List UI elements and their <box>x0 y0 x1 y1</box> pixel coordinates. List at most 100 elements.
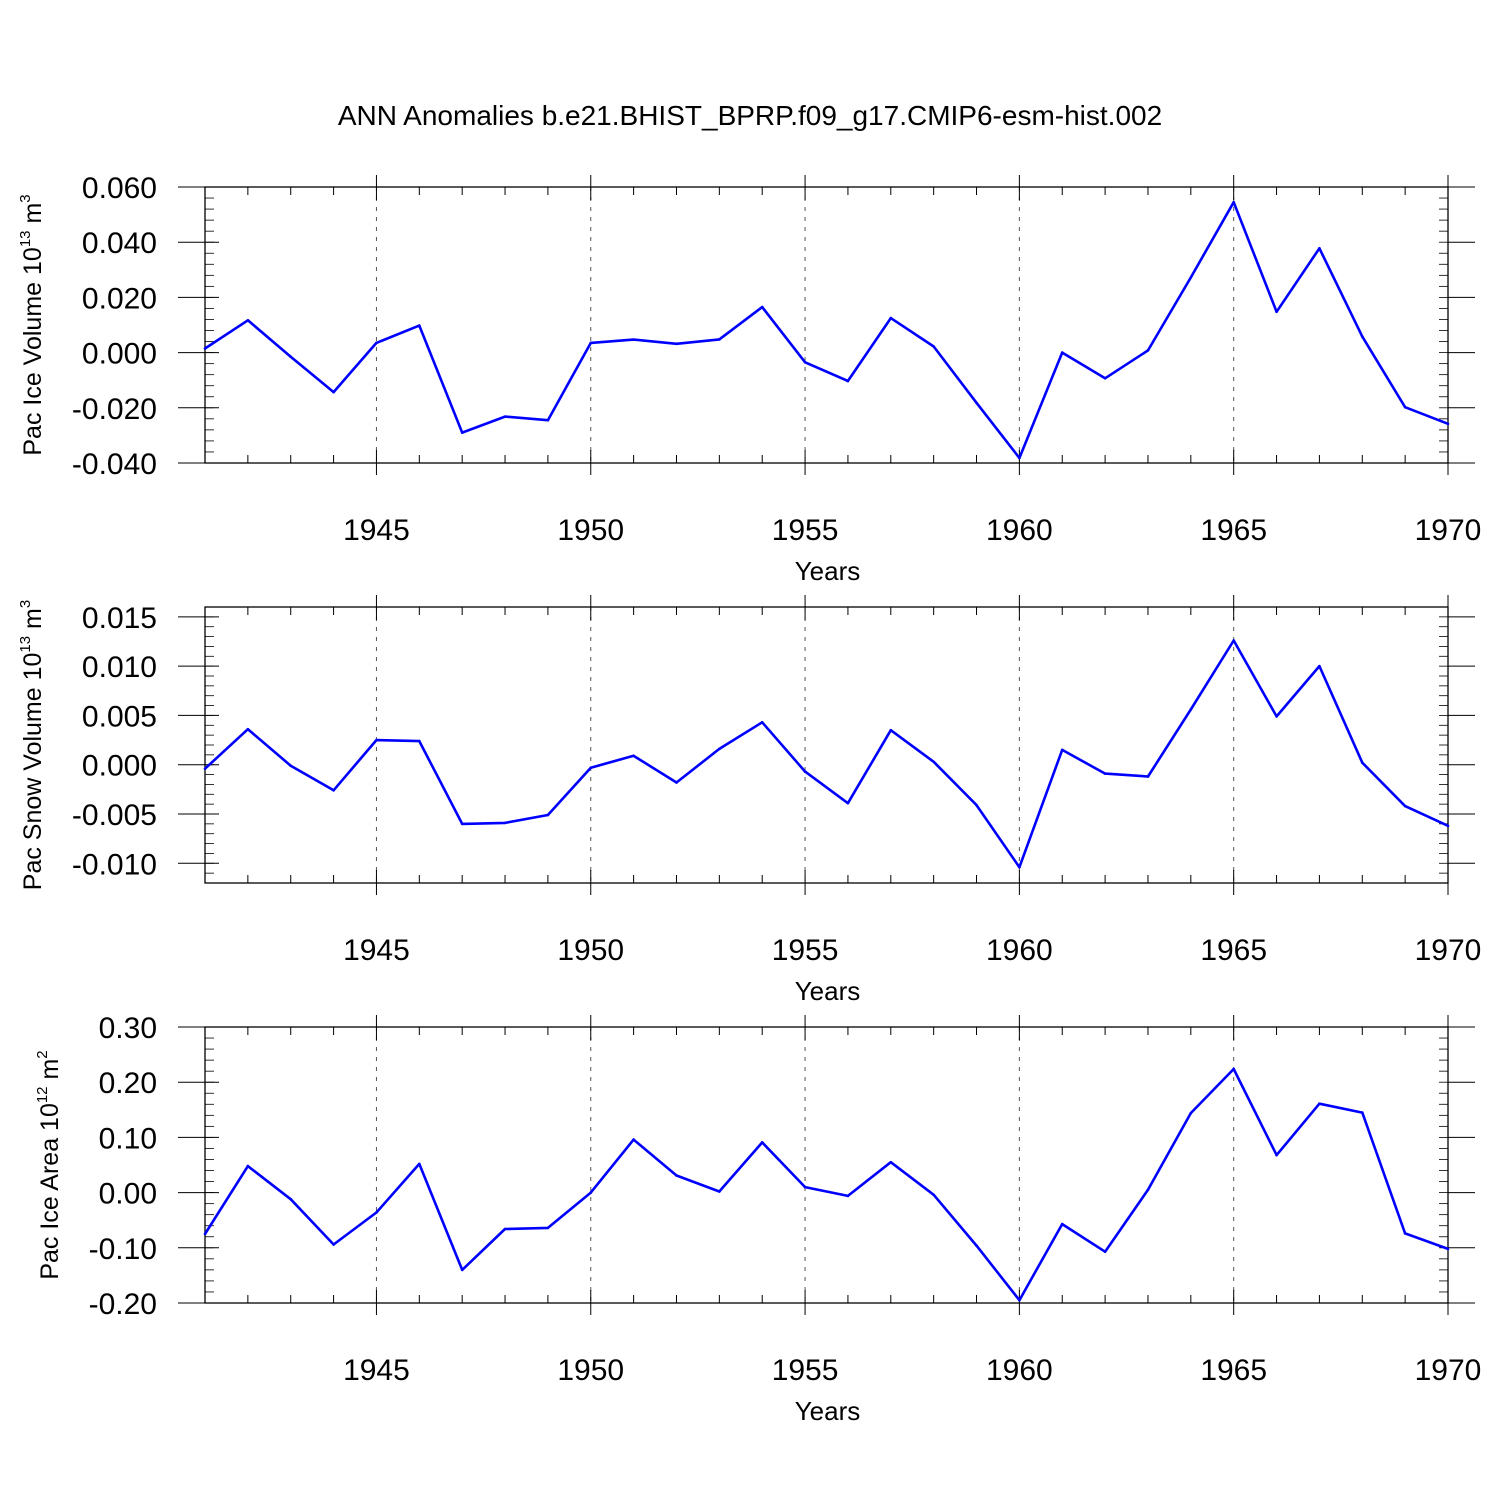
data-point <box>975 1244 978 1247</box>
data-point <box>1446 422 1450 426</box>
data-point <box>375 341 378 345</box>
x-tick-label: 1970 <box>1415 934 1482 967</box>
data-point <box>1060 748 1064 752</box>
x-tick-label: 1960 <box>986 934 1053 967</box>
x-tick-label: 1970 <box>1415 1354 1482 1387</box>
data-point <box>632 1138 635 1141</box>
plot-frame <box>204 186 1449 464</box>
data-point <box>1060 1222 1064 1226</box>
data-point <box>1103 1250 1107 1253</box>
y-tick-label: -0.005 <box>72 799 157 832</box>
y-label-text: m <box>36 1059 64 1087</box>
data-point <box>246 1164 250 1168</box>
y-axis-label: Pac Ice Volume 1013 m3 <box>17 194 47 455</box>
panels: -0.040 -0.020 0.000 0.020 0.040 0.060 1945 1950… <box>17 172 1481 1426</box>
data-point <box>1360 761 1364 765</box>
y-tick-label: 0.040 <box>82 227 157 260</box>
data-point <box>718 747 721 751</box>
data-point <box>1232 200 1235 204</box>
data-point <box>675 781 678 784</box>
data-point <box>1446 1247 1450 1251</box>
data-point <box>803 1185 807 1189</box>
data-point <box>546 1226 550 1230</box>
data-point <box>332 390 335 394</box>
data-point <box>718 338 721 341</box>
data-point <box>1060 351 1064 354</box>
plot-frame <box>204 1026 1449 1304</box>
data-point <box>889 316 893 320</box>
y-tick-label: -0.020 <box>72 393 157 426</box>
data-point <box>418 1162 421 1166</box>
data-point <box>932 345 935 348</box>
chart-panel-1: -0.040 -0.020 0.000 0.020 0.040 0.060 1945 1950… <box>17 172 1481 586</box>
y-tick-label: -0.040 <box>72 448 157 481</box>
data-point <box>846 379 850 383</box>
data-point <box>846 1194 850 1198</box>
data-point <box>418 739 421 743</box>
data-point <box>203 347 207 350</box>
y-label-text: m <box>19 203 47 231</box>
x-axis-label: Years <box>795 976 861 1006</box>
x-tick-label: 1970 <box>1415 514 1482 547</box>
data-point <box>760 1141 764 1144</box>
data-point <box>1318 664 1321 668</box>
data-point <box>460 431 464 434</box>
data-point <box>1403 804 1407 808</box>
x-tick-label: 1965 <box>1200 514 1267 547</box>
y-tick-label: 0.000 <box>82 338 157 371</box>
data-point <box>1146 775 1150 778</box>
data-point <box>1189 1111 1193 1115</box>
data-point <box>589 766 593 769</box>
data-point <box>1403 405 1407 409</box>
y-tick-label: 0.010 <box>82 651 157 684</box>
x-tick-label: 1955 <box>772 514 839 547</box>
data-point <box>675 342 678 346</box>
data-point <box>803 360 807 364</box>
data-point <box>546 813 550 817</box>
data-point <box>932 760 935 764</box>
data-point <box>503 821 507 825</box>
data-point <box>1018 456 1021 460</box>
y-label-text: Pac Snow Volume 10 <box>19 653 47 891</box>
data-point <box>289 355 293 359</box>
data-point <box>1232 639 1235 642</box>
data-point <box>675 1174 678 1177</box>
y-axis-label: Pac Ice Area 1012 m2 <box>34 1050 64 1279</box>
series-line <box>204 200 1449 460</box>
x-tick-label: 1950 <box>557 1354 624 1387</box>
data-point <box>760 305 764 309</box>
data-point <box>1146 349 1150 352</box>
series-line <box>203 1067 1449 1302</box>
y-tick-label: -0.10 <box>89 1233 157 1266</box>
data-point <box>1360 335 1364 338</box>
x-tick-label: 1945 <box>343 1354 410 1387</box>
y-tick-label: 0.20 <box>99 1067 157 1100</box>
data-point <box>1232 1067 1235 1071</box>
data-point <box>1403 1232 1407 1235</box>
data-point <box>1275 1153 1278 1157</box>
y-tick-label: 0.005 <box>82 700 157 733</box>
data-point <box>203 767 207 770</box>
y-label-superscript: 2 <box>34 1050 51 1058</box>
data-point <box>589 341 593 345</box>
data-point <box>1318 1102 1321 1106</box>
series-line <box>204 639 1449 869</box>
x-tick-label: 1955 <box>772 1354 839 1387</box>
x-tick-label: 1960 <box>986 514 1053 547</box>
data-point <box>975 803 978 807</box>
y-tick-label: -0.20 <box>89 1288 157 1321</box>
data-point <box>375 738 378 742</box>
data-point <box>1189 708 1193 711</box>
data-point <box>889 728 893 732</box>
x-axis-label: Years <box>795 1396 861 1426</box>
x-axis-label: Years <box>795 556 861 586</box>
y-label-superscript: 13 <box>17 230 34 247</box>
y-tick-label: -0.010 <box>72 848 157 881</box>
y-label-superscript: 3 <box>17 600 34 608</box>
y-axis-label: Pac Snow Volume 1013 m3 <box>17 600 47 890</box>
data-point <box>760 721 764 724</box>
data-point <box>932 1193 935 1197</box>
x-tick-label: 1945 <box>343 514 410 547</box>
data-point <box>503 1227 507 1231</box>
data-point <box>1018 865 1021 869</box>
